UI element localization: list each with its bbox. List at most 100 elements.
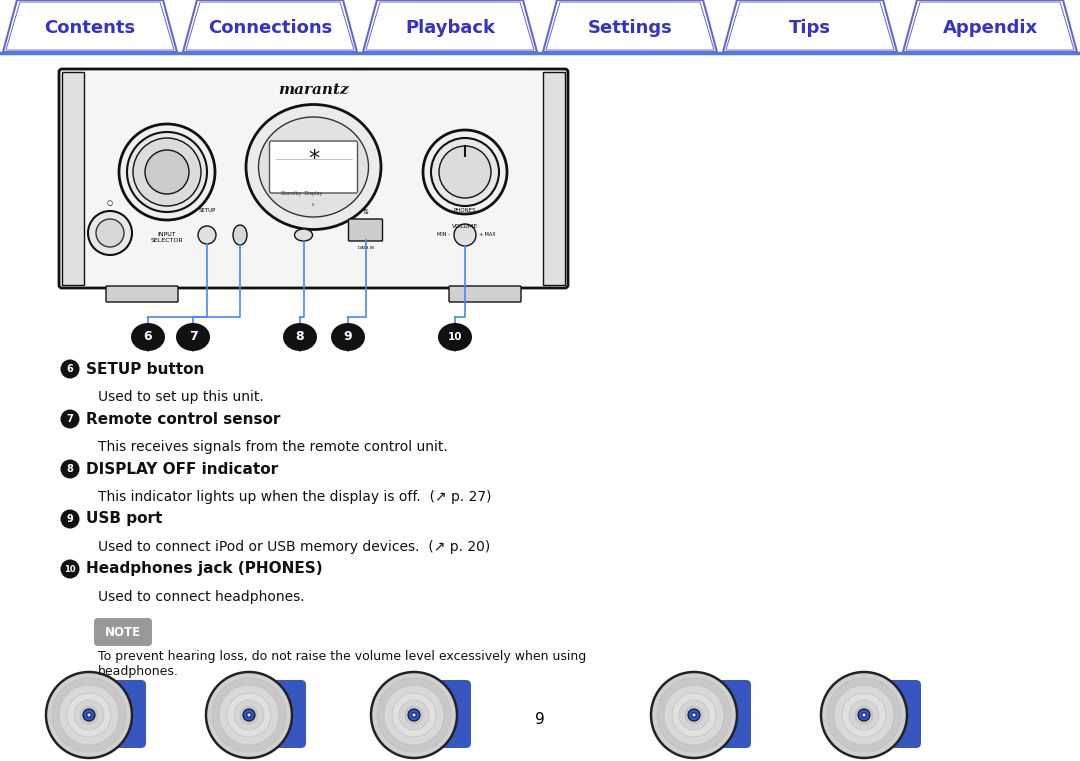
Polygon shape xyxy=(183,0,357,52)
Text: Used to set up this unit.: Used to set up this unit. xyxy=(98,390,264,404)
Text: USB port: USB port xyxy=(86,511,162,527)
Text: 10: 10 xyxy=(448,332,462,342)
Text: Connections: Connections xyxy=(207,19,333,37)
Circle shape xyxy=(861,712,867,718)
Circle shape xyxy=(247,714,251,717)
Text: This receives signals from the remote control unit.: This receives signals from the remote co… xyxy=(98,440,448,454)
Circle shape xyxy=(863,714,865,717)
Circle shape xyxy=(411,712,417,718)
Circle shape xyxy=(86,712,92,718)
Circle shape xyxy=(206,672,292,758)
Circle shape xyxy=(80,706,98,724)
Circle shape xyxy=(858,709,870,721)
Text: + MAX: + MAX xyxy=(478,232,496,237)
FancyBboxPatch shape xyxy=(349,219,382,241)
Text: Remote control sensor: Remote control sensor xyxy=(86,412,281,426)
Circle shape xyxy=(227,693,271,737)
Text: 9: 9 xyxy=(343,330,352,343)
FancyBboxPatch shape xyxy=(449,286,521,302)
Circle shape xyxy=(413,714,416,717)
Text: Headphones jack (PHONES): Headphones jack (PHONES) xyxy=(86,562,323,577)
Ellipse shape xyxy=(295,229,312,241)
Circle shape xyxy=(431,138,499,206)
Polygon shape xyxy=(903,0,1077,52)
Text: ○: ○ xyxy=(107,200,113,206)
Text: To prevent hearing loss, do not raise the volume level excessively when using: To prevent hearing loss, do not raise th… xyxy=(98,650,586,663)
Text: headphones.: headphones. xyxy=(98,665,179,678)
Circle shape xyxy=(679,700,708,730)
Text: MIN -: MIN - xyxy=(436,232,449,237)
Circle shape xyxy=(399,700,429,730)
Circle shape xyxy=(75,700,104,730)
Circle shape xyxy=(842,693,886,737)
Circle shape xyxy=(52,678,126,752)
Ellipse shape xyxy=(176,323,210,351)
Circle shape xyxy=(855,706,873,724)
Circle shape xyxy=(834,685,894,745)
Text: 9: 9 xyxy=(535,712,545,728)
Text: 6: 6 xyxy=(67,364,73,374)
Polygon shape xyxy=(62,72,84,285)
FancyBboxPatch shape xyxy=(270,141,357,193)
Circle shape xyxy=(438,146,491,198)
Text: This indicator lights up when the display is off.  (↗ p. 27): This indicator lights up when the displa… xyxy=(98,490,491,504)
Ellipse shape xyxy=(258,117,368,217)
Circle shape xyxy=(672,693,716,737)
Circle shape xyxy=(691,712,697,718)
Polygon shape xyxy=(543,72,565,285)
Circle shape xyxy=(96,219,124,247)
Text: Settings: Settings xyxy=(588,19,673,37)
Circle shape xyxy=(849,700,879,730)
Text: Used to connect headphones.: Used to connect headphones. xyxy=(98,590,305,604)
Circle shape xyxy=(377,678,451,752)
Circle shape xyxy=(657,678,731,752)
Circle shape xyxy=(83,709,95,721)
Circle shape xyxy=(59,685,119,745)
Text: 7: 7 xyxy=(67,414,73,424)
Text: *: * xyxy=(308,149,319,169)
Text: NOTE: NOTE xyxy=(105,626,141,638)
Circle shape xyxy=(827,678,901,752)
Ellipse shape xyxy=(131,323,165,351)
Text: DISPLAY OFF indicator: DISPLAY OFF indicator xyxy=(86,461,279,476)
Circle shape xyxy=(372,672,457,758)
Circle shape xyxy=(119,124,215,220)
Circle shape xyxy=(46,672,132,758)
Text: SETUP button: SETUP button xyxy=(86,361,204,377)
Text: 6: 6 xyxy=(144,330,152,343)
Ellipse shape xyxy=(438,323,472,351)
Circle shape xyxy=(664,685,724,745)
Text: 8: 8 xyxy=(67,464,73,474)
Text: INPUT
SELECTOR: INPUT SELECTOR xyxy=(151,232,184,243)
Ellipse shape xyxy=(246,104,381,230)
FancyBboxPatch shape xyxy=(665,680,751,748)
Circle shape xyxy=(145,150,189,194)
Ellipse shape xyxy=(283,323,318,351)
Circle shape xyxy=(240,706,258,724)
FancyBboxPatch shape xyxy=(94,618,152,646)
Circle shape xyxy=(685,706,703,724)
Text: ⇅: ⇅ xyxy=(363,209,368,215)
Circle shape xyxy=(60,409,80,428)
Circle shape xyxy=(688,709,700,721)
Circle shape xyxy=(87,714,91,717)
Text: Contents: Contents xyxy=(44,19,136,37)
Circle shape xyxy=(243,709,255,721)
Text: 9: 9 xyxy=(67,514,73,524)
Text: 10: 10 xyxy=(64,565,76,574)
Circle shape xyxy=(246,712,252,718)
Ellipse shape xyxy=(233,225,247,245)
Text: marantz: marantz xyxy=(279,83,349,97)
Circle shape xyxy=(692,714,696,717)
FancyBboxPatch shape xyxy=(220,680,306,748)
Circle shape xyxy=(87,211,132,255)
Circle shape xyxy=(234,700,264,730)
Text: Playback: Playback xyxy=(405,19,495,37)
Text: 7: 7 xyxy=(189,330,198,343)
Text: VOLUME: VOLUME xyxy=(451,224,478,229)
Circle shape xyxy=(133,138,201,206)
Text: Used to connect iPod or USB memory devices.  (↗ p. 20): Used to connect iPod or USB memory devic… xyxy=(98,540,490,554)
Circle shape xyxy=(60,359,80,378)
Polygon shape xyxy=(723,0,897,52)
Circle shape xyxy=(127,132,207,212)
